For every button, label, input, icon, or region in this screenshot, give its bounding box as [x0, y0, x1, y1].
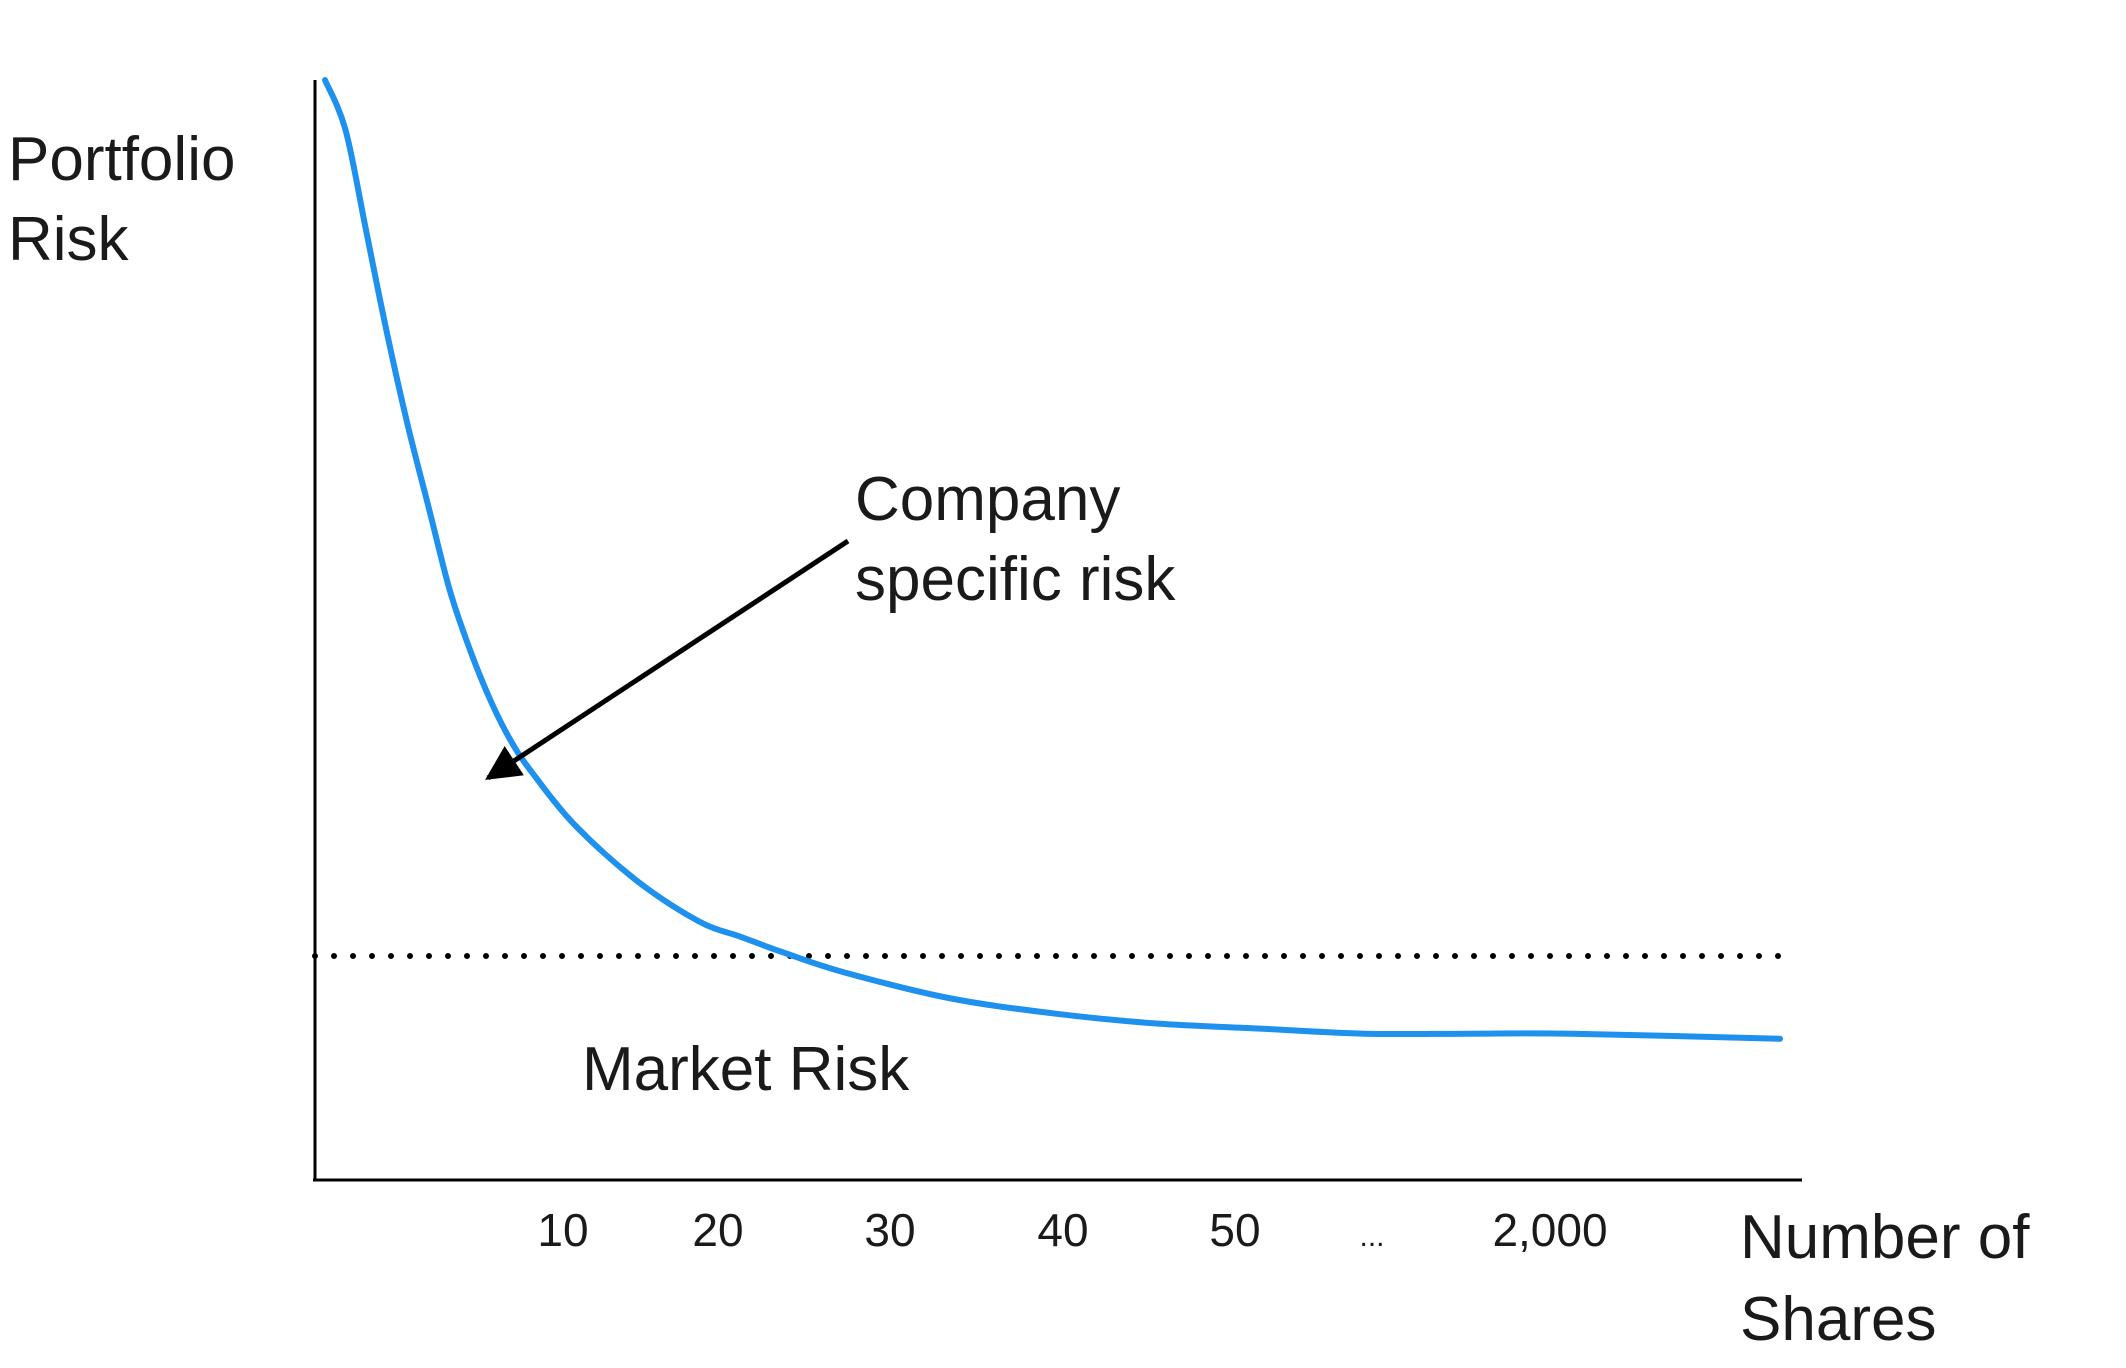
- y-axis-label-line-2: Risk: [8, 205, 130, 274]
- x-tick-label-20: 20: [692, 1204, 743, 1256]
- x-tick-label-2000: 2,000: [1492, 1204, 1607, 1256]
- company-risk-annotation-line-2: specific risk: [855, 545, 1176, 614]
- x-axis-label-line-1: Number of: [1740, 1203, 2030, 1272]
- x-axis-label: Number of Shares: [1740, 1203, 2047, 1354]
- company-risk-annotation: Company specific risk: [855, 465, 1176, 614]
- x-axis-label-line-2: Shares: [1740, 1285, 1936, 1354]
- x-tick-label-40: 40: [1037, 1204, 1088, 1256]
- company-risk-annotation-line-1: Company: [855, 465, 1120, 534]
- x-tick-label-ellipsis: ...: [1359, 1220, 1384, 1253]
- y-axis-label-line-1: Portfolio: [8, 125, 235, 194]
- x-tick-label-30: 30: [864, 1204, 915, 1256]
- company-risk-arrow: [485, 538, 850, 781]
- x-tick-labels: 10 20 30 40 50 ... 2,000: [537, 1204, 1607, 1256]
- x-tick-label-10: 10: [537, 1204, 588, 1256]
- y-axis-label: Portfolio Risk: [8, 125, 253, 274]
- market-risk-label: Market Risk: [582, 1035, 910, 1104]
- portfolio-risk-line: [322, 77, 1783, 1042]
- x-tick-label-50: 50: [1209, 1204, 1260, 1256]
